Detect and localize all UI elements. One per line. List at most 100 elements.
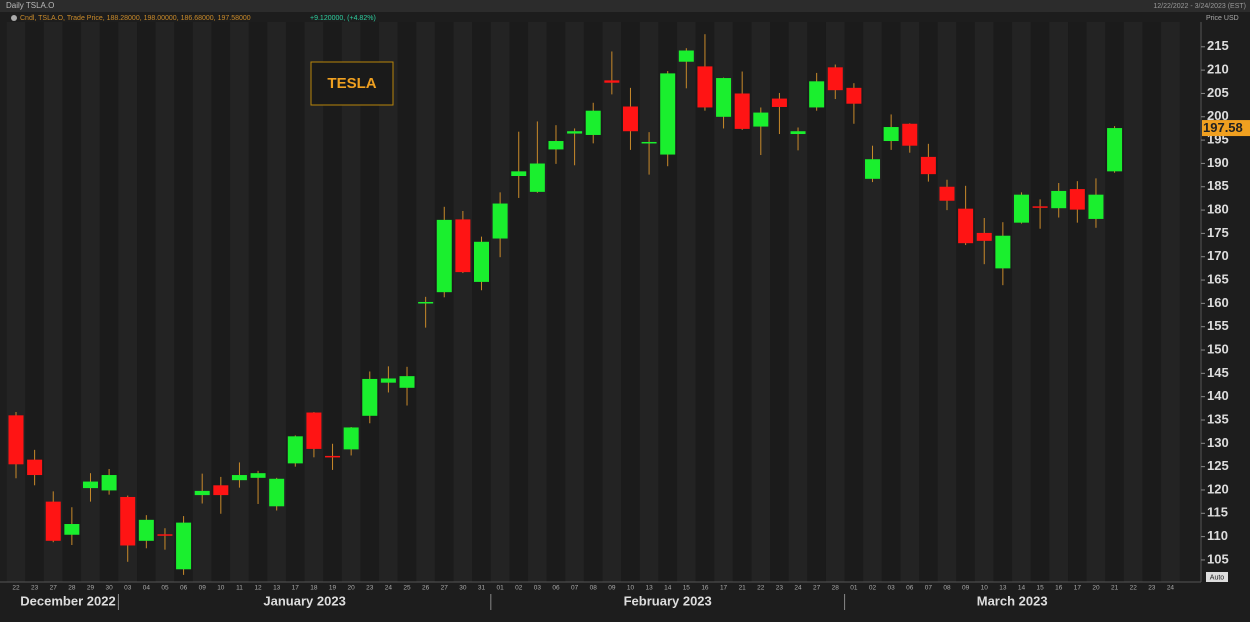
day-stripe bbox=[397, 22, 417, 582]
candle-body bbox=[8, 415, 24, 465]
x-tick-label: 13 bbox=[999, 585, 1007, 592]
candle-body bbox=[474, 241, 489, 282]
candle-body bbox=[418, 301, 434, 304]
candle-body bbox=[27, 459, 43, 476]
candle-body bbox=[1088, 194, 1104, 219]
x-tick-label: 06 bbox=[552, 585, 560, 592]
candle-body bbox=[622, 106, 638, 132]
day-stripe bbox=[825, 22, 845, 582]
candle-body bbox=[306, 412, 322, 449]
y-tick-label: 180 bbox=[1207, 202, 1229, 217]
last-price-tag bbox=[1202, 120, 1250, 137]
legend-icon bbox=[11, 15, 17, 21]
candle-body bbox=[380, 378, 396, 383]
x-tick-label: 20 bbox=[1092, 585, 1100, 592]
candle-body bbox=[343, 427, 359, 450]
auto-button[interactable] bbox=[1206, 572, 1228, 582]
y-tick-label: 125 bbox=[1207, 458, 1229, 473]
candle-body bbox=[138, 519, 154, 541]
day-stripe bbox=[900, 22, 920, 582]
x-tick-label: 09 bbox=[608, 585, 616, 592]
day-stripe bbox=[155, 22, 175, 582]
auto-label[interactable]: Auto bbox=[1210, 574, 1225, 581]
y-tick-label: 200 bbox=[1207, 108, 1229, 123]
day-stripe bbox=[919, 22, 938, 582]
x-tick-label: 29 bbox=[87, 585, 95, 592]
candle-body bbox=[548, 141, 564, 150]
day-stripe bbox=[677, 22, 696, 582]
day-stripe bbox=[248, 22, 268, 582]
day-stripe bbox=[807, 22, 826, 582]
day-stripe bbox=[1030, 22, 1050, 582]
candle-body bbox=[641, 141, 657, 144]
x-tick-label: 09 bbox=[962, 585, 970, 592]
day-stripe bbox=[956, 22, 975, 582]
day-stripe bbox=[602, 22, 622, 582]
candle-body bbox=[1013, 194, 1029, 223]
header-bar bbox=[0, 0, 1250, 12]
candle-body bbox=[883, 127, 899, 142]
x-tick-label: 24 bbox=[385, 585, 393, 592]
day-stripe bbox=[25, 22, 44, 582]
candle-body bbox=[753, 112, 769, 127]
candle-body bbox=[269, 478, 285, 507]
x-tick-label: 13 bbox=[645, 585, 653, 592]
day-stripe bbox=[490, 22, 510, 582]
day-stripe bbox=[639, 22, 659, 582]
x-tick-label: 01 bbox=[497, 585, 505, 592]
y-tick-label: 145 bbox=[1207, 365, 1229, 380]
x-tick-label: 14 bbox=[664, 585, 672, 592]
x-tick-label: 01 bbox=[850, 585, 858, 592]
x-tick-label: 06 bbox=[180, 585, 188, 592]
x-tick-label: 08 bbox=[590, 585, 598, 592]
x-tick-label: 23 bbox=[31, 585, 39, 592]
day-stripe bbox=[863, 22, 882, 582]
annotation-box bbox=[310, 61, 394, 106]
candle-body bbox=[902, 123, 918, 146]
candle-body bbox=[846, 87, 862, 104]
day-stripe bbox=[267, 22, 286, 582]
y-tick-label: 150 bbox=[1207, 341, 1229, 356]
day-stripe bbox=[230, 22, 249, 582]
y-tick-label: 135 bbox=[1207, 411, 1229, 426]
day-stripe bbox=[732, 22, 752, 582]
month-label: February 2023 bbox=[624, 593, 712, 608]
day-stripe bbox=[1105, 22, 1124, 582]
x-tick-label: 25 bbox=[403, 585, 411, 592]
x-tick-label: 13 bbox=[273, 585, 281, 592]
y-tick-label: 115 bbox=[1207, 505, 1228, 520]
day-stripe bbox=[211, 22, 231, 582]
candle-body bbox=[399, 376, 415, 388]
candle-body bbox=[1051, 190, 1067, 209]
day-stripe bbox=[43, 22, 63, 582]
x-tick-label: 27 bbox=[441, 585, 449, 592]
y-tick-label: 140 bbox=[1207, 388, 1229, 403]
candle-body bbox=[716, 78, 732, 117]
last-price-label: 197.58 bbox=[1203, 120, 1243, 135]
candle-body bbox=[176, 522, 192, 570]
candle-body bbox=[660, 73, 676, 155]
day-stripe bbox=[137, 22, 156, 582]
x-tick-label: 20 bbox=[348, 585, 356, 592]
x-tick-label: 12 bbox=[254, 585, 262, 592]
day-stripe bbox=[974, 22, 994, 582]
candle-body bbox=[939, 186, 955, 201]
candle-body bbox=[1032, 206, 1048, 208]
x-tick-label: 02 bbox=[515, 585, 523, 592]
x-tick-label: 06 bbox=[906, 585, 914, 592]
candle-body bbox=[120, 496, 136, 546]
day-stripe bbox=[1068, 22, 1087, 582]
day-stripe bbox=[528, 22, 547, 582]
candle-body bbox=[585, 110, 601, 135]
x-tick-label: 31 bbox=[478, 585, 486, 592]
x-tick-label: 26 bbox=[422, 585, 430, 592]
y-tick-label: 165 bbox=[1207, 271, 1229, 286]
y-tick-label: 190 bbox=[1207, 155, 1229, 170]
candle-body bbox=[790, 131, 806, 135]
x-tick-label: 21 bbox=[739, 585, 747, 592]
candle-body bbox=[604, 80, 620, 83]
candle-body bbox=[1107, 128, 1123, 172]
day-stripe bbox=[453, 22, 473, 582]
day-stripe bbox=[1086, 22, 1106, 582]
month-label: January 2023 bbox=[263, 593, 345, 608]
